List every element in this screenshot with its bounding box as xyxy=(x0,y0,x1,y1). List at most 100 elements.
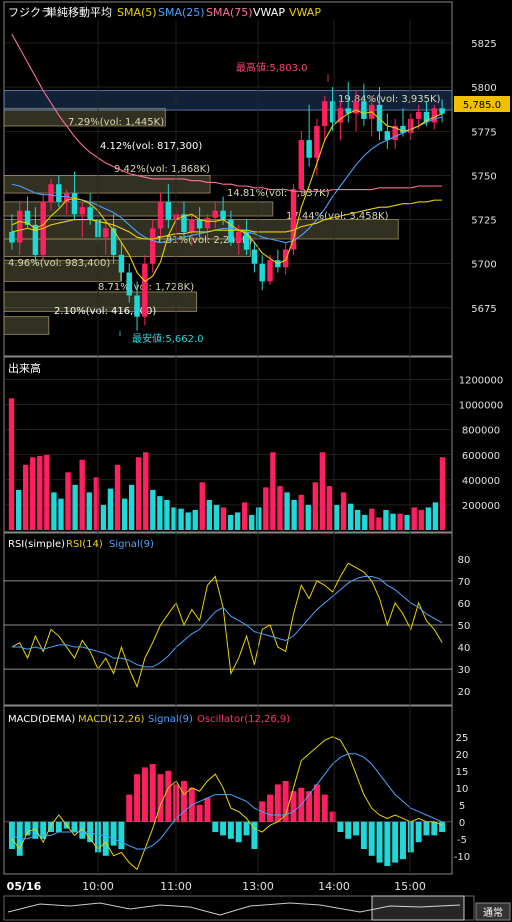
volume-bar[interactable] xyxy=(164,499,170,530)
candle-body[interactable] xyxy=(314,125,320,158)
volume-bar[interactable] xyxy=(277,486,283,530)
volume-bar[interactable] xyxy=(79,459,85,530)
volume-bar[interactable] xyxy=(220,507,227,530)
volume-bar[interactable] xyxy=(432,502,439,530)
volume-bar[interactable] xyxy=(157,496,163,530)
candle-body[interactable] xyxy=(87,207,93,220)
candle-body[interactable] xyxy=(16,210,23,243)
macd-oscillator-bar[interactable] xyxy=(24,821,31,836)
candle-body[interactable] xyxy=(142,263,148,317)
candle-body[interactable] xyxy=(353,101,359,114)
candle-body[interactable] xyxy=(71,193,78,215)
macd-oscillator-bar[interactable] xyxy=(274,784,281,822)
volume-bar[interactable] xyxy=(114,464,121,530)
candle-body[interactable] xyxy=(384,131,391,141)
volume-bar[interactable] xyxy=(234,512,241,530)
macd-oscillator-bar[interactable] xyxy=(407,821,414,853)
macd-oscillator-bar[interactable] xyxy=(149,764,156,822)
candle-body[interactable] xyxy=(415,111,422,119)
candle-body[interactable] xyxy=(9,231,15,243)
candle-body[interactable] xyxy=(204,217,211,229)
macd-panel[interactable]: 25 20 15 10 5 0 -5 -10 xyxy=(4,733,470,871)
volume-bar[interactable] xyxy=(418,509,424,530)
candle-body[interactable] xyxy=(181,214,187,232)
volume-bar[interactable] xyxy=(305,504,311,530)
macd-oscillator-bar[interactable] xyxy=(40,821,47,839)
volume-bar[interactable] xyxy=(199,482,205,530)
macd-oscillator-bar[interactable] xyxy=(431,821,438,836)
macd-oscillator-bar[interactable] xyxy=(337,821,344,832)
macd-oscillator-bar[interactable] xyxy=(376,821,383,863)
volume-bar[interactable] xyxy=(65,472,71,530)
macd-oscillator-bar[interactable] xyxy=(71,821,78,832)
volume-bar[interactable] xyxy=(411,507,417,530)
volume-bar[interactable] xyxy=(355,509,361,530)
rsi-panel[interactable]: 80 70 60 50 40 30 20 xyxy=(4,555,470,698)
candle-body[interactable] xyxy=(228,219,234,243)
macd-oscillator-bar[interactable] xyxy=(79,821,86,839)
volume-bar[interactable] xyxy=(15,489,22,530)
volume-bar[interactable] xyxy=(100,504,107,530)
candle-body[interactable] xyxy=(337,108,344,123)
volume-bar[interactable] xyxy=(185,512,191,530)
candle-body[interactable] xyxy=(322,101,328,126)
candle-body[interactable] xyxy=(48,184,54,202)
candle-body[interactable] xyxy=(408,118,414,134)
volume-bar[interactable] xyxy=(93,477,99,530)
macd-oscillator-bar[interactable] xyxy=(313,784,320,822)
volume-bar[interactable] xyxy=(107,488,114,530)
macd-oscillator-bar[interactable] xyxy=(220,821,227,836)
volume-bar[interactable] xyxy=(8,398,15,530)
macd-oscillator-bar[interactable] xyxy=(423,821,430,836)
volume-bar[interactable] xyxy=(178,508,184,530)
volume-bar[interactable] xyxy=(192,509,198,530)
macd-oscillator-bar[interactable] xyxy=(392,821,399,863)
volume-bar[interactable] xyxy=(72,484,78,530)
candle-body[interactable] xyxy=(103,228,109,238)
volume-bar[interactable] xyxy=(22,464,29,530)
macd-oscillator-bar[interactable] xyxy=(196,804,203,822)
macd-oscillator-bar[interactable] xyxy=(282,781,289,822)
volume-bar[interactable] xyxy=(121,498,128,530)
volume-bar[interactable] xyxy=(319,452,326,530)
macd-oscillator-bar[interactable] xyxy=(134,774,141,822)
volume-bar[interactable] xyxy=(333,504,340,530)
candle-body[interactable] xyxy=(267,260,273,282)
normal-view-button[interactable] xyxy=(475,902,511,921)
macd-oscillator-bar[interactable] xyxy=(400,821,406,860)
candle-body[interactable] xyxy=(251,249,258,264)
volume-bar[interactable] xyxy=(383,509,389,530)
macd-oscillator-bar[interactable] xyxy=(227,821,234,839)
macd-oscillator-bar[interactable] xyxy=(368,821,375,856)
candle-body[interactable] xyxy=(149,228,156,264)
macd-oscillator-bar[interactable] xyxy=(48,821,54,832)
macd-oscillator-bar[interactable] xyxy=(55,821,62,832)
candle-body[interactable] xyxy=(189,219,195,232)
candle-body[interactable] xyxy=(235,231,242,243)
macd-oscillator-bar[interactable] xyxy=(102,821,109,856)
candle-body[interactable] xyxy=(79,207,86,215)
macd-oscillator-bar[interactable] xyxy=(32,821,39,839)
candle-body[interactable] xyxy=(329,101,336,123)
volume-bar[interactable] xyxy=(44,454,50,530)
candle-body[interactable] xyxy=(306,140,312,158)
macd-oscillator-bar[interactable] xyxy=(415,821,422,843)
volume-bar[interactable] xyxy=(376,517,382,530)
candle-body[interactable] xyxy=(361,101,367,119)
macd-oscillator-bar[interactable] xyxy=(212,821,219,832)
candle-body[interactable] xyxy=(243,231,250,250)
macd-oscillator-bar[interactable] xyxy=(243,821,250,836)
volume-bar[interactable] xyxy=(439,457,446,530)
volume-bar[interactable] xyxy=(206,499,213,530)
volume-bar[interactable] xyxy=(298,494,304,530)
volume-bar[interactable] xyxy=(284,492,290,530)
macd-oscillator-bar[interactable] xyxy=(306,791,313,822)
volume-bar[interactable] xyxy=(397,513,403,530)
macd-oscillator-bar[interactable] xyxy=(118,821,125,849)
price-panel[interactable]: 5825 5800 5775 5750 5725 5700 5675 7.29%(vol: 1… xyxy=(3,33,497,336)
volume-bar[interactable] xyxy=(326,486,333,530)
candle-body[interactable] xyxy=(157,201,164,229)
volume-bar[interactable] xyxy=(241,502,248,530)
macd-oscillator-bar[interactable] xyxy=(165,770,172,822)
volume-bar[interactable] xyxy=(86,492,92,530)
